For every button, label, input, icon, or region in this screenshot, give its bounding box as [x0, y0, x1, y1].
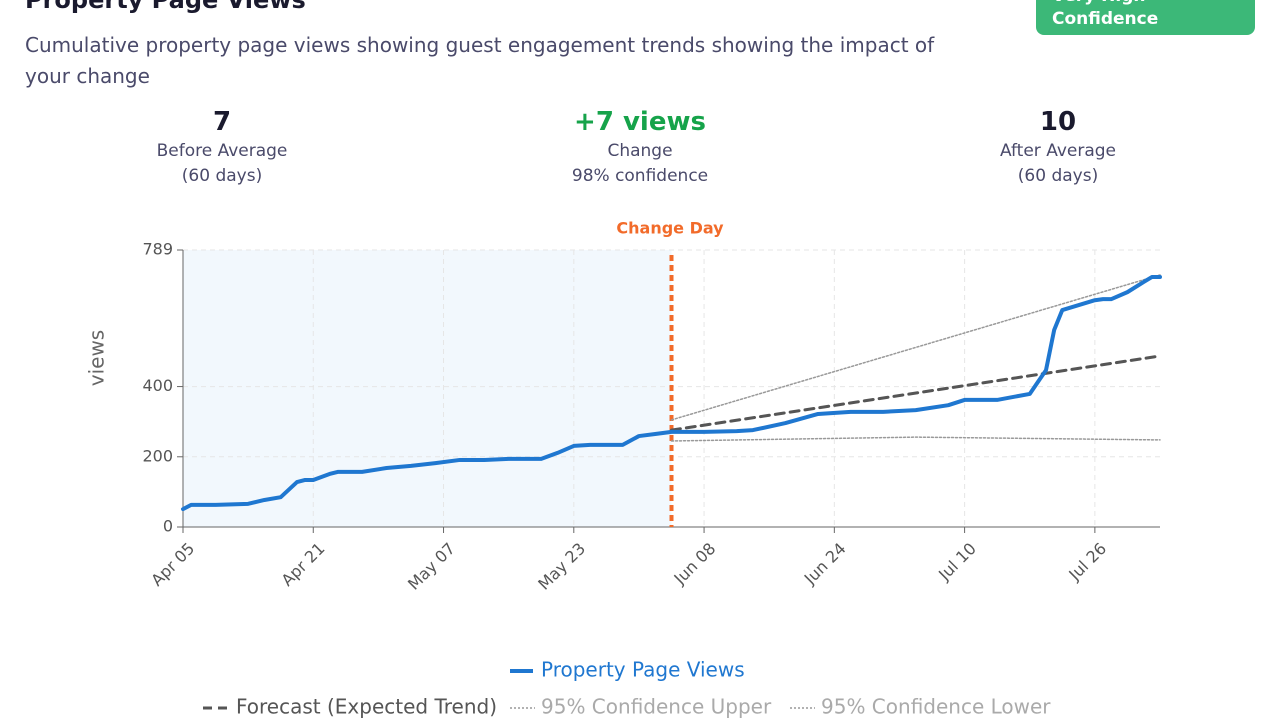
- y-tick-label: 400: [142, 376, 173, 395]
- y-tick-label: 789: [142, 240, 173, 259]
- stat-value: +7 views: [574, 107, 706, 137]
- x-tick-label: May 07: [404, 539, 459, 594]
- x-tick-label: Jul 26: [1064, 539, 1110, 585]
- legend-label: Forecast (Expected Trend): [236, 695, 497, 719]
- badge-text: Very High Confidence: [1052, 0, 1159, 29]
- y-axis-label: views: [85, 330, 109, 386]
- pre-change-region: [183, 250, 672, 527]
- series-line: [670, 274, 1161, 421]
- series-line: [670, 354, 1162, 432]
- stat: 7 Before Average (60 days): [72, 105, 372, 189]
- legend-label: Property Page Views: [541, 658, 745, 682]
- stat-label: After Average: [999, 141, 1117, 161]
- stat: +7 views Change 98% confidence: [490, 105, 790, 189]
- y-tick-label: 0: [163, 517, 173, 536]
- x-tick-label: May 23: [534, 539, 589, 594]
- series-line: [181, 275, 1162, 512]
- x-tick-label: Jul 10: [934, 539, 980, 585]
- x-tick-label: Jun 08: [670, 539, 720, 589]
- x-tick-label: Jun 24: [800, 539, 850, 589]
- subtitle: Cumulative property page views showing g…: [25, 33, 935, 88]
- legend-label: 95% Confidence Upper: [541, 695, 772, 719]
- confidence-badge: Very High Confidence: [1036, 0, 1255, 35]
- legend-label: 95% Confidence Lower: [821, 695, 1051, 719]
- x-tick-label: Apr 21: [278, 539, 329, 590]
- stat-value: 7: [212, 107, 232, 137]
- stat-value: 10: [1039, 107, 1077, 137]
- stat-label: Before Average: [156, 141, 288, 161]
- x-tick-label: Apr 05: [147, 539, 198, 590]
- series-line: [670, 436, 1161, 442]
- y-tick-label: 200: [142, 446, 173, 465]
- stat-sublabel: (60 days): [1017, 166, 1099, 186]
- stat-sublabel: 98% confidence: [571, 166, 709, 186]
- stat-sublabel: (60 days): [181, 166, 263, 186]
- page-title: Property Page Views: [25, 0, 306, 14]
- stat-label: Change: [607, 141, 673, 161]
- annotation: Change Day: [616, 219, 724, 238]
- stat: 10 After Average (60 days): [908, 105, 1208, 189]
